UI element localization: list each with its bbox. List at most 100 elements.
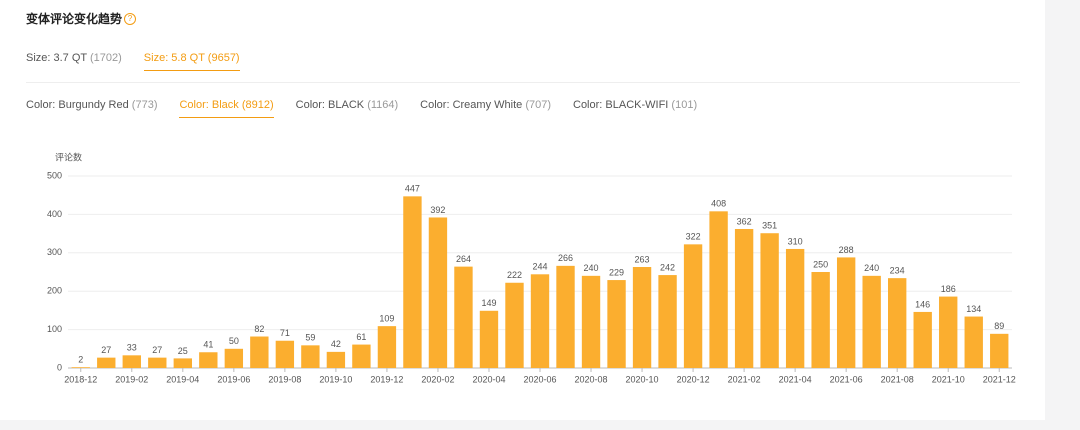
- tab[interactable]: Color: BLACK-WIFI (101): [573, 99, 697, 118]
- data-label: 71: [280, 328, 290, 338]
- tab[interactable]: Size: 3.7 QT (1702): [26, 52, 122, 71]
- data-label: 244: [532, 262, 547, 272]
- x-tick-label: 2019-12: [370, 374, 403, 384]
- help-icon[interactable]: ?: [124, 13, 137, 25]
- bar: [734, 228, 754, 368]
- tab-count: (101): [671, 99, 698, 111]
- bar: [785, 248, 805, 368]
- data-label: 447: [405, 184, 420, 194]
- x-tick-label: 2019-06: [217, 374, 250, 384]
- bar: [148, 357, 167, 368]
- bar: [428, 217, 448, 368]
- x-tick-label: 2019-08: [268, 374, 301, 384]
- y-tick-label: 200: [47, 286, 62, 296]
- card: 变体评论变化趋势? Size: 3.7 QT (1702) Size: 5.8 Q…: [0, 0, 1045, 420]
- data-label: 266: [558, 253, 573, 263]
- tab-label: Color: BLACK-WIFI: [573, 99, 669, 111]
- bar: [913, 311, 932, 368]
- bar: [122, 355, 141, 368]
- bar: [990, 333, 1009, 368]
- bar: [607, 280, 626, 368]
- data-label: 59: [305, 333, 315, 343]
- data-label: 322: [686, 232, 701, 242]
- x-tick-label: 2018-12: [64, 374, 97, 384]
- bar: [505, 282, 524, 368]
- bar: [964, 316, 983, 368]
- tab-count: (9657): [207, 52, 240, 64]
- bar: [888, 278, 907, 368]
- data-label: 362: [737, 216, 752, 226]
- data-label: 41: [203, 340, 213, 350]
- tab[interactable]: Color: Burgundy Red (773): [26, 99, 157, 118]
- bar: [199, 352, 218, 368]
- tab-count: (1164): [367, 99, 399, 111]
- bar: [250, 336, 269, 368]
- data-label: 264: [456, 254, 471, 264]
- bar: [71, 367, 90, 368]
- x-tick-label: 2021-06: [830, 374, 863, 384]
- data-label: 61: [356, 332, 366, 342]
- data-label: 240: [584, 263, 599, 273]
- data-label: 240: [864, 263, 879, 273]
- tab-count: (707): [525, 99, 551, 111]
- data-label: 2: [78, 355, 83, 365]
- section-title: 变体评论变化趋势?: [26, 10, 137, 27]
- y-tick-label: 300: [47, 247, 62, 257]
- x-tick-label: 2020-12: [677, 374, 710, 384]
- x-tick-label: 2021-12: [983, 374, 1016, 384]
- bar: [326, 351, 346, 368]
- tab-label: Color: Burgundy Red: [26, 99, 129, 111]
- title-text: 变体评论变化趋势: [26, 12, 123, 26]
- size-tabs: Size: 3.7 QT (1702) Size: 5.8 QT (9657): [26, 52, 240, 71]
- y-tick-label: 100: [47, 324, 62, 334]
- data-label: 149: [481, 298, 496, 308]
- y-tick-label: 500: [47, 170, 62, 180]
- x-tick-label: 2019-02: [115, 374, 148, 384]
- data-label: 250: [813, 259, 828, 269]
- tab[interactable]: Color: Creamy White (707): [420, 99, 551, 118]
- data-label: 234: [890, 266, 905, 276]
- x-tick-label: 2020-10: [626, 374, 659, 384]
- chart: 评论数 0 100 200 300 400 500 2018-12 2 27 2019-02 33 2…: [47, 151, 1016, 384]
- x-tick-label: 2021-04: [779, 374, 812, 384]
- data-label: 146: [915, 299, 930, 309]
- x-tick-label: 2021-02: [728, 374, 761, 384]
- tab-label: Color: Black: [179, 99, 239, 111]
- x-tick-label: 2020-06: [523, 374, 556, 384]
- bar: [352, 344, 371, 368]
- tab[interactable]: Size: 5.8 QT (9657): [143, 52, 240, 71]
- data-label: 89: [994, 321, 1004, 331]
- data-label: 408: [711, 199, 726, 209]
- bar: [658, 275, 677, 368]
- divider: [26, 82, 1020, 83]
- bar: [581, 275, 601, 368]
- tab-count: (773): [131, 99, 158, 111]
- data-label: 263: [635, 254, 650, 264]
- x-tick-label: 2020-04: [472, 374, 505, 384]
- color-tabs: Color: Burgundy Red (773) Color: Black (8…: [26, 99, 697, 118]
- bar: [479, 310, 499, 368]
- bar: [224, 348, 244, 368]
- x-tick-label: 2020-08: [575, 374, 608, 384]
- data-label: 50: [229, 336, 239, 346]
- bar: [939, 296, 958, 368]
- y-axis-label: 评论数: [55, 151, 82, 162]
- tab-label: Size: 3.7 QT: [26, 52, 87, 64]
- tab-label: Color: BLACK: [295, 99, 365, 111]
- bar: [530, 274, 550, 368]
- x-tick-label: 2019-04: [166, 374, 199, 384]
- bar: [632, 267, 652, 368]
- x-tick-label: 2020-02: [421, 374, 454, 384]
- data-label: 25: [178, 346, 188, 356]
- bar: [454, 266, 473, 368]
- tab-count: (8912): [241, 99, 274, 111]
- data-label: 288: [839, 245, 854, 255]
- y-tick-label: 400: [47, 209, 62, 219]
- tab[interactable]: Color: BLACK (1164): [296, 99, 399, 118]
- bar: [377, 326, 397, 368]
- tab[interactable]: Color: Black (8912): [179, 99, 274, 118]
- data-label: 33: [127, 343, 137, 353]
- data-label: 186: [941, 284, 956, 294]
- data-label: 82: [254, 324, 264, 334]
